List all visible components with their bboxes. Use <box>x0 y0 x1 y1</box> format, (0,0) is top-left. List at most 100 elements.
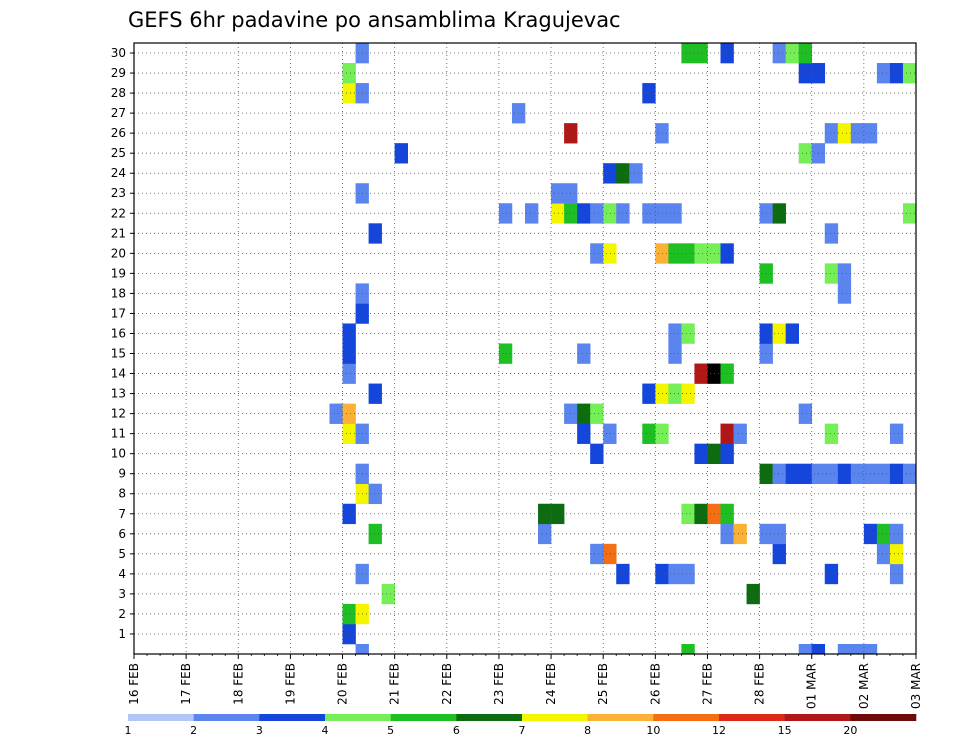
y-tick-label: 14 <box>111 367 126 381</box>
heat-cell <box>498 203 513 224</box>
heat-cell <box>889 543 904 565</box>
x-tick-label: 27 FEB <box>700 663 714 705</box>
heat-cell <box>850 463 865 485</box>
y-tick-label: 21 <box>111 226 126 240</box>
heatmap-cells <box>329 43 917 655</box>
heat-cell <box>850 123 865 144</box>
y-tick-label: 25 <box>111 146 126 160</box>
x-tick-label: 23 FEB <box>492 663 506 705</box>
heat-cell <box>837 123 852 144</box>
heat-cell <box>837 283 852 304</box>
plot-frame <box>133 42 917 655</box>
legend: 1 2 3 4 5 6 7 8 10 12 15 20 <box>125 714 917 737</box>
heat-cell <box>368 483 382 505</box>
heat-cell <box>720 243 734 264</box>
heat-cell <box>655 243 669 264</box>
heat-cell <box>681 43 695 64</box>
heat-cell <box>342 503 356 525</box>
heat-cell <box>668 323 682 344</box>
heat-cell <box>603 543 617 565</box>
heat-cell <box>720 43 734 64</box>
heat-cell <box>525 203 539 224</box>
y-tick-label: 10 <box>111 447 126 461</box>
heat-cell <box>824 263 839 284</box>
heat-cell <box>681 383 695 404</box>
heat-cell <box>590 543 604 565</box>
heat-cell <box>590 243 604 264</box>
heat-cell <box>590 203 604 224</box>
y-tick-label: 30 <box>111 46 126 60</box>
y-tick-label: 18 <box>111 286 126 300</box>
heat-cell <box>342 323 356 344</box>
legend-label: 4 <box>322 724 329 737</box>
heat-cell <box>720 423 734 444</box>
y-tick-label: 7 <box>118 507 126 521</box>
heat-cell <box>876 463 891 485</box>
heat-cell <box>694 43 708 64</box>
heat-cell <box>668 563 682 585</box>
y-tick-label: 3 <box>118 587 126 601</box>
y-tick-label: 19 <box>111 266 126 280</box>
heat-cell <box>694 363 708 384</box>
heat-cell <box>538 523 552 545</box>
heat-cell <box>889 563 904 585</box>
legend-swatch <box>128 714 194 721</box>
y-tick-label: 23 <box>111 186 126 200</box>
heat-cell <box>733 423 747 444</box>
heat-cell <box>342 343 356 364</box>
legend-label: 20 <box>843 724 857 737</box>
legend-label: 7 <box>519 724 526 737</box>
x-tick-label: 18 FEB <box>231 663 245 705</box>
heat-cell <box>342 83 356 104</box>
heat-cell <box>720 363 734 384</box>
heat-cell <box>655 563 669 585</box>
heat-cell <box>889 523 904 545</box>
legend-swatch <box>259 714 326 721</box>
heat-cell <box>368 383 382 404</box>
legend-label: 15 <box>778 724 792 737</box>
heat-cell <box>603 203 617 224</box>
heat-cell <box>798 43 813 64</box>
heat-cell <box>551 183 565 204</box>
heat-cell <box>368 523 382 545</box>
heat-cell <box>889 463 904 485</box>
heat-cell <box>642 203 656 224</box>
heat-cell <box>681 243 695 264</box>
heat-cell <box>876 63 891 84</box>
legend-swatch <box>456 714 523 721</box>
heat-cell <box>381 583 395 605</box>
legend-label: 5 <box>387 724 394 737</box>
legend-label: 8 <box>584 724 591 737</box>
heat-cell <box>668 383 682 404</box>
heat-cell <box>772 523 786 545</box>
x-tick-label: 26 FEB <box>648 663 662 705</box>
heat-cell <box>668 343 682 364</box>
heat-cell <box>342 423 356 444</box>
y-tick-label: 29 <box>111 66 126 80</box>
legend-label: 10 <box>646 724 660 737</box>
gridlines <box>134 43 916 654</box>
y-tick-label: 16 <box>111 326 126 340</box>
heat-cell <box>603 243 617 264</box>
heat-cell <box>798 643 813 655</box>
heat-cell <box>603 423 617 444</box>
heat-cell <box>798 143 813 164</box>
heat-cell <box>342 363 356 384</box>
heat-cell <box>694 243 708 264</box>
x-tick-label: 16 FEB <box>127 663 141 705</box>
heat-cell <box>798 403 813 424</box>
y-tick-label: 12 <box>111 407 126 421</box>
heat-cell <box>837 463 852 485</box>
heat-cell <box>577 343 591 364</box>
heat-cell <box>785 463 799 485</box>
legend-swatch <box>587 714 654 721</box>
heat-cell <box>720 523 734 545</box>
heat-cell <box>824 223 839 244</box>
heat-cell <box>889 63 904 84</box>
heat-cell <box>772 543 786 565</box>
heat-cell <box>824 463 839 485</box>
y-tick-label: 11 <box>111 427 126 441</box>
heat-cell <box>342 63 356 84</box>
y-tick-label: 28 <box>111 86 126 100</box>
y-tick-label: 9 <box>118 467 126 481</box>
